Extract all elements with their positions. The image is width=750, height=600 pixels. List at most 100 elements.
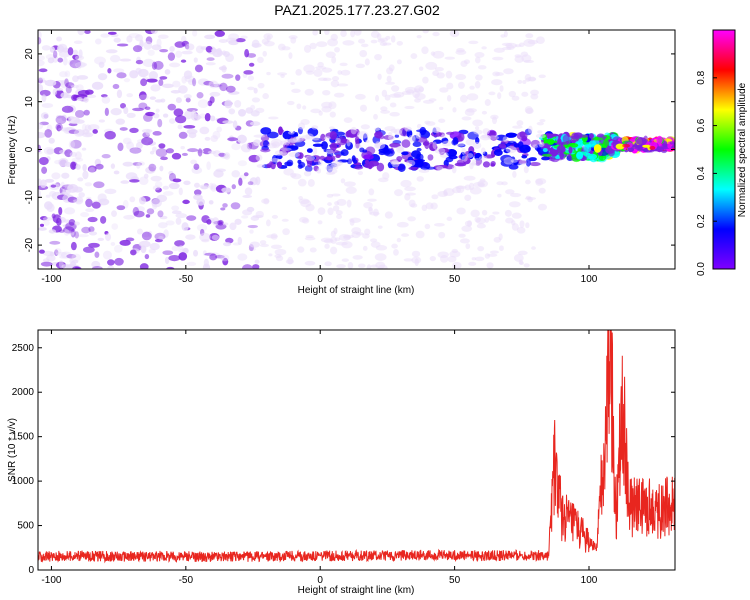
spectrogram-cell bbox=[539, 119, 546, 123]
spectrogram-cell bbox=[174, 240, 185, 247]
spectrogram-cell bbox=[101, 96, 111, 104]
spectrogram-cell bbox=[141, 137, 154, 146]
spectrogram-cell bbox=[221, 187, 232, 193]
spectrogram-cell bbox=[76, 75, 89, 80]
spectrogram-cell bbox=[491, 56, 504, 61]
spectrogram-cell bbox=[343, 117, 353, 124]
spectrogram-cell bbox=[360, 124, 370, 130]
spectrogram-cell bbox=[342, 40, 355, 46]
spectrogram-cell bbox=[101, 153, 111, 159]
spectrogram-cell bbox=[209, 253, 218, 261]
spectrogram-cell bbox=[107, 68, 112, 74]
spectrogram-cell bbox=[427, 154, 434, 161]
spectrogram-cell bbox=[207, 100, 213, 107]
spectrogram-cell bbox=[369, 211, 380, 216]
spectrogram-cell bbox=[38, 77, 44, 84]
spectrogram-cell bbox=[110, 163, 116, 169]
spectrogram-cell bbox=[193, 163, 200, 171]
spectrogram-cell bbox=[162, 250, 174, 256]
spectrogram-cell bbox=[346, 139, 351, 147]
spectrogram-cell bbox=[206, 161, 211, 170]
snr-y-axis-label: SNR (10 * v/v) bbox=[7, 418, 18, 482]
spectrogram-cell bbox=[346, 158, 353, 165]
spectrogram-cell bbox=[178, 252, 188, 261]
spectrogram-cell bbox=[661, 143, 668, 150]
spectrogram-cell bbox=[74, 109, 85, 118]
spectrogram-cell bbox=[74, 61, 86, 69]
spectrogram-cell bbox=[514, 44, 522, 48]
spectrogram-cell bbox=[208, 80, 219, 89]
spectrogram-cell bbox=[115, 118, 126, 125]
spectrogram-cell bbox=[225, 37, 237, 43]
spectrogram-cell bbox=[180, 145, 185, 150]
spectrogram-cell bbox=[411, 250, 421, 258]
spectrogram-cell bbox=[403, 258, 413, 262]
spectrogram-cell bbox=[516, 120, 524, 126]
spectrogram-cell bbox=[253, 139, 261, 147]
spectrogram-cell bbox=[166, 266, 175, 269]
spectrogram-cell bbox=[415, 132, 422, 139]
spectrogram-cell bbox=[247, 224, 258, 229]
spectrogram-cell bbox=[503, 68, 514, 75]
spectrogram-cell bbox=[205, 62, 216, 66]
spectrogram-cell bbox=[83, 96, 89, 103]
spectrogram-cell bbox=[615, 143, 625, 150]
spectrogram-cell bbox=[460, 94, 468, 103]
spectrogram-cell bbox=[59, 79, 70, 89]
spectrogram-cell bbox=[39, 89, 51, 97]
spectrogram-cell bbox=[535, 133, 546, 139]
spectrogram-cell bbox=[220, 254, 230, 262]
spectrogram-cell bbox=[157, 210, 164, 218]
spectrogram-cell bbox=[336, 214, 343, 220]
spectrogram-cell bbox=[247, 181, 254, 186]
spectrogram-cell bbox=[493, 149, 503, 157]
spectrogram-cell bbox=[199, 232, 211, 242]
spectrogram-cell bbox=[43, 220, 50, 226]
spectrogram-cell bbox=[206, 218, 212, 225]
spectrogram-cell bbox=[579, 134, 589, 138]
spectrogram-cell bbox=[499, 245, 504, 252]
spectrogram-cell bbox=[88, 242, 100, 248]
spectrogram-cell bbox=[321, 141, 328, 150]
spectrogram-cell bbox=[490, 114, 499, 120]
spectrogram-cell bbox=[389, 112, 400, 117]
spectrogram-cell bbox=[416, 176, 424, 182]
spectrogram-cell bbox=[48, 137, 55, 144]
spectrogram-cell bbox=[375, 245, 388, 251]
spectrogram-cell bbox=[228, 108, 236, 115]
spectrogram-cell bbox=[532, 144, 538, 149]
spectrogram-cell bbox=[146, 208, 155, 215]
spectrogram-cell bbox=[366, 264, 372, 269]
spectrogram-cell bbox=[465, 138, 475, 146]
spectrogram-cell bbox=[68, 59, 73, 66]
spectrogram-cell bbox=[469, 85, 475, 90]
spectrogram-cell bbox=[250, 104, 256, 111]
spectrogram-cell bbox=[331, 75, 340, 82]
spectrogram-cell bbox=[97, 73, 108, 81]
spectrogram-cell bbox=[529, 162, 541, 167]
spectrogram-cell bbox=[519, 159, 527, 166]
spectrogram-cell bbox=[237, 160, 248, 167]
spectrogram-cell bbox=[184, 75, 195, 83]
spectrogram-cell bbox=[144, 106, 151, 110]
spectrogram-cell bbox=[458, 233, 466, 238]
colorbar-label: Normalized spectral amplitude bbox=[737, 82, 748, 217]
spectrogram-cell bbox=[382, 42, 392, 46]
spectrogram-cell bbox=[569, 135, 579, 143]
spectrogram-cell bbox=[472, 119, 484, 127]
spectrogram-cell bbox=[277, 72, 288, 76]
spectrogram-cell bbox=[69, 59, 82, 69]
spectrogram-cell bbox=[492, 211, 500, 215]
spectrogram-cell bbox=[488, 91, 496, 96]
spectrogram-cell bbox=[123, 106, 129, 115]
spectrogram-cell bbox=[193, 189, 202, 196]
spectrogram-cell bbox=[155, 187, 162, 193]
spectrogram-cell bbox=[401, 139, 411, 148]
spectrogram-cell bbox=[136, 206, 145, 212]
spectrogram-cell bbox=[324, 30, 330, 36]
spectrogram-cell bbox=[41, 166, 48, 174]
spectrogram-cell bbox=[504, 209, 512, 217]
spectrogram-cell bbox=[446, 131, 455, 135]
spectrogram-cell bbox=[416, 35, 422, 39]
spectrogram-cell bbox=[74, 151, 82, 160]
